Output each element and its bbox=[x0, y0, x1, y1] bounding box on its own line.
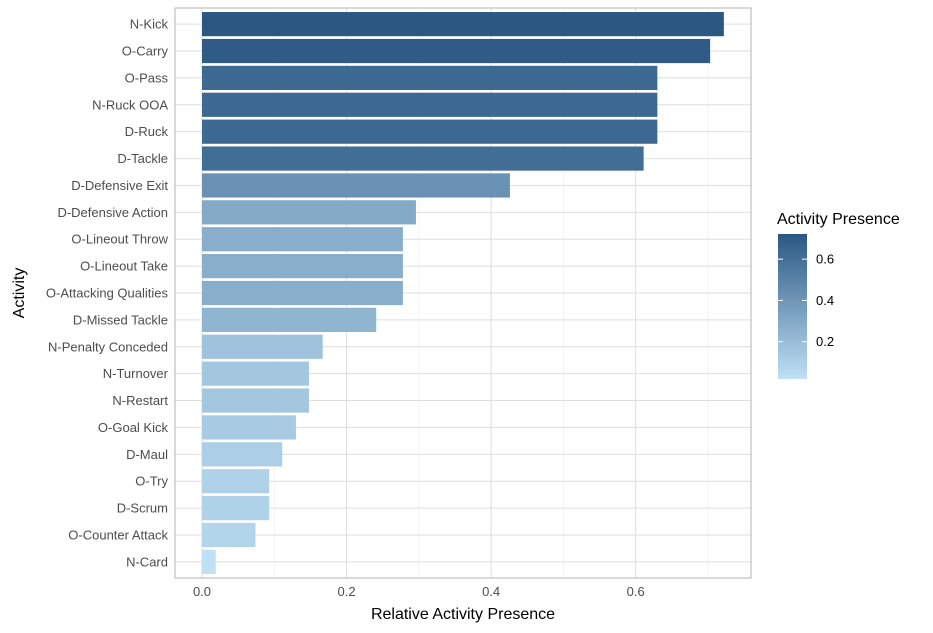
panel-border bbox=[174, 7, 752, 579]
x-tick-label: 0.4 bbox=[482, 584, 500, 599]
y-tick-label: N-Ruck OOA bbox=[92, 97, 168, 112]
y-tick-label: N-Kick bbox=[130, 17, 169, 32]
bar bbox=[202, 146, 644, 171]
bar bbox=[202, 442, 283, 467]
y-tick-label: D-Maul bbox=[126, 447, 168, 462]
y-tick-label: D-Tackle bbox=[117, 151, 168, 166]
y-tick-label: N-Card bbox=[126, 554, 168, 569]
y-tick-label: O-Carry bbox=[122, 44, 169, 59]
bar bbox=[202, 200, 416, 225]
bar bbox=[202, 361, 309, 386]
y-tick-label: O-Pass bbox=[125, 70, 169, 85]
bar bbox=[202, 522, 256, 548]
bar bbox=[202, 469, 270, 494]
y-tick-label: O-Try bbox=[135, 474, 168, 489]
y-axis-title: Activity bbox=[11, 268, 28, 319]
legend-tick-label: 0.4 bbox=[816, 293, 834, 308]
x-tick-labels: 0.0 0.2 0.4 0.6 bbox=[193, 584, 645, 599]
y-tick-label: O-Goal Kick bbox=[98, 420, 169, 435]
bar bbox=[202, 12, 724, 37]
bar bbox=[202, 280, 403, 306]
bar bbox=[202, 549, 216, 574]
bar bbox=[202, 254, 403, 279]
bar bbox=[202, 65, 658, 91]
bar bbox=[202, 388, 309, 413]
y-tick-label: O-Counter Attack bbox=[68, 527, 168, 542]
y-tick-label: N-Turnover bbox=[103, 366, 169, 381]
bar bbox=[202, 227, 403, 252]
bar bbox=[202, 495, 270, 521]
legend-tick-label: 0.2 bbox=[816, 334, 834, 349]
y-tick-labels: N-Kick O-Carry O-Pass N-Ruck OOA D-Ruck D-Tac… bbox=[46, 17, 169, 570]
legend-colorbar bbox=[778, 234, 807, 379]
y-tick-label: D-Scrum bbox=[117, 501, 168, 516]
y-tick-label: O-Lineout Throw bbox=[71, 232, 168, 247]
y-tick-label: D-Ruck bbox=[125, 124, 169, 139]
bar bbox=[202, 119, 658, 144]
y-tick-label: D-Defensive Exit bbox=[71, 178, 168, 193]
bars-group bbox=[174, 7, 752, 579]
y-tick-label: D-Defensive Action bbox=[57, 205, 168, 220]
y-tick-label: N-Restart bbox=[112, 393, 168, 408]
y-tick-label: D-Missed Tackle bbox=[73, 312, 168, 327]
x-tick-label: 0.6 bbox=[627, 584, 645, 599]
bar bbox=[202, 334, 323, 359]
bar bbox=[202, 38, 711, 64]
bar bbox=[202, 92, 658, 117]
bar bbox=[202, 173, 510, 198]
x-axis-title: Relative Activity Presence bbox=[371, 606, 555, 623]
y-tick-label: O-Attacking Qualities bbox=[46, 286, 169, 301]
legend: Activity Presence 0.2 0.4 0.6 bbox=[777, 211, 900, 379]
x-tick-label: 0.2 bbox=[338, 584, 356, 599]
y-tick-label: O-Lineout Take bbox=[80, 259, 168, 274]
legend-tick-label: 0.6 bbox=[816, 252, 834, 267]
legend-title: Activity Presence bbox=[777, 211, 900, 228]
y-tick-label: N-Penalty Conceded bbox=[48, 339, 168, 354]
x-tick-label: 0.0 bbox=[193, 584, 211, 599]
bar bbox=[202, 415, 296, 440]
bar bbox=[202, 307, 377, 332]
